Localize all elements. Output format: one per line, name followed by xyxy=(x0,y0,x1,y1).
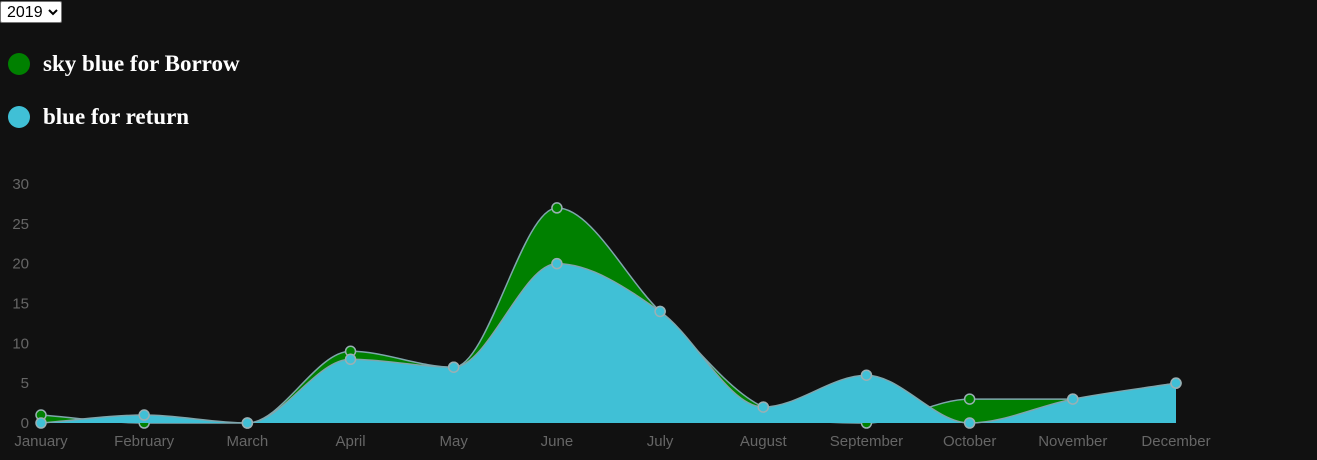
year-select[interactable]: 2019 xyxy=(0,1,62,23)
data-point[interactable] xyxy=(35,417,47,429)
x-tick-label: August xyxy=(740,433,788,450)
y-tick-label: 10 xyxy=(12,335,29,352)
y-tick-label: 20 xyxy=(12,256,29,273)
x-tick-label: December xyxy=(1141,433,1210,450)
data-point[interactable] xyxy=(654,305,666,318)
y-tick-label: 25 xyxy=(12,216,29,233)
y-tick-label: 30 xyxy=(12,176,29,193)
legend-label-borrow: sky blue for Borrow xyxy=(43,51,240,76)
green-dot-icon xyxy=(8,53,30,75)
chart-legend: sky blue for Borrow blue for return xyxy=(8,46,240,152)
x-tick-label: January xyxy=(14,433,68,450)
data-point[interactable] xyxy=(963,417,976,429)
x-tick-label: June xyxy=(541,433,574,450)
y-tick-label: 5 xyxy=(21,375,29,392)
series-layer xyxy=(35,202,1182,429)
data-point[interactable] xyxy=(344,353,357,366)
data-point[interactable] xyxy=(1170,377,1182,389)
legend-item-borrow: sky blue for Borrow xyxy=(8,46,240,82)
data-point[interactable] xyxy=(551,202,563,214)
x-tick-label: October xyxy=(943,433,996,450)
x-tick-label: November xyxy=(1038,433,1107,450)
blue-dot-icon xyxy=(8,106,30,128)
legend-item-return: blue for return xyxy=(8,99,240,135)
series-return xyxy=(35,257,1182,429)
data-point[interactable] xyxy=(138,409,150,421)
y-tick-label: 0 xyxy=(21,415,29,432)
data-point[interactable] xyxy=(551,257,563,270)
y-axis: 0 5 10 15 20 25 30 xyxy=(12,176,29,432)
x-tick-label: September xyxy=(830,433,903,450)
x-tick-label: February xyxy=(114,433,175,450)
x-tick-label: July xyxy=(647,433,674,450)
x-tick-label: April xyxy=(336,433,366,450)
y-tick-label: 15 xyxy=(12,296,29,313)
x-tick-label: May xyxy=(440,433,469,450)
x-tick-label: March xyxy=(227,433,269,450)
data-point[interactable] xyxy=(447,361,460,373)
data-point[interactable] xyxy=(860,369,873,381)
data-point[interactable] xyxy=(963,393,976,405)
data-point[interactable] xyxy=(757,401,770,413)
legend-label-return: blue for return xyxy=(43,104,190,129)
x-axis: January February March April May June July Augu… xyxy=(14,433,1210,450)
data-point[interactable] xyxy=(1067,393,1079,405)
data-point[interactable] xyxy=(241,417,254,429)
